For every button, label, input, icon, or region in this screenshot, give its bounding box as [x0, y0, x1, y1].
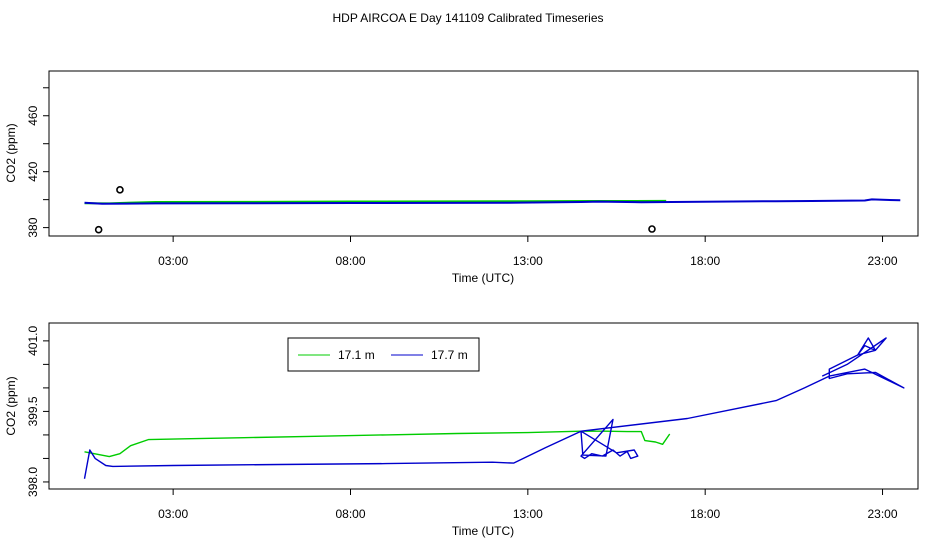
legend-box: [287, 337, 480, 372]
bottom-series-line-17-1-m: [84, 430, 671, 458]
top-outlier-point: [648, 225, 656, 233]
top-x-axis-label: Time (UTC): [452, 271, 514, 285]
top-panel: 03:00 08:00 13:00 18:00 23:00 380 420 460 Time …: [4, 70, 919, 285]
figure-title: HDP AIRCOA E Day 141109 Calibrated Times…: [332, 11, 603, 25]
legend: 17.1 m 17.7 m: [287, 337, 480, 372]
bottom-y-tick-label: 401.0: [26, 326, 40, 356]
bottom-panel: 03:00 08:00 13:00 18:00 23:00 398.0 399.5 401.0…: [4, 322, 919, 538]
bottom-x-tick-label: 13:00: [513, 507, 543, 521]
top-y-tick-label: 460: [26, 105, 40, 125]
top-plot-frame: [48, 70, 919, 237]
bottom-x-tick-label: 18:00: [690, 507, 720, 521]
bottom-x-axis-label: Time (UTC): [452, 524, 514, 538]
legend-label-17-7m: 17.7 m: [431, 348, 468, 362]
bottom-series-line-17-7-m: [83, 337, 905, 479]
top-y-axis-label: CO2 (ppm): [4, 123, 18, 182]
top-outlier-point: [94, 225, 103, 234]
bottom-plot-frame: [48, 322, 919, 490]
bottom-y-axis-label: CO2 (ppm): [4, 376, 18, 435]
top-x-tick-label: 18:00: [690, 254, 720, 268]
bottom-x-tick-label: 03:00: [158, 507, 188, 521]
top-x-tick-label: 03:00: [158, 254, 188, 268]
top-series-line-1: [84, 198, 901, 205]
top-x-tick-label: 13:00: [513, 254, 543, 268]
bottom-y-tick-label: 398.0: [26, 467, 40, 497]
top-x-tick-label: 08:00: [335, 254, 365, 268]
bottom-y-tick-label: 399.5: [26, 396, 40, 426]
top-x-tick-label: 23:00: [868, 254, 898, 268]
top-outlier-point: [116, 186, 124, 194]
legend-label-17-1m: 17.1 m: [338, 348, 375, 362]
top-y-tick-label: 420: [26, 161, 40, 181]
bottom-x-tick-label: 23:00: [868, 507, 898, 521]
bottom-x-tick-label: 08:00: [335, 507, 365, 521]
top-y-tick-label: 380: [26, 217, 40, 237]
